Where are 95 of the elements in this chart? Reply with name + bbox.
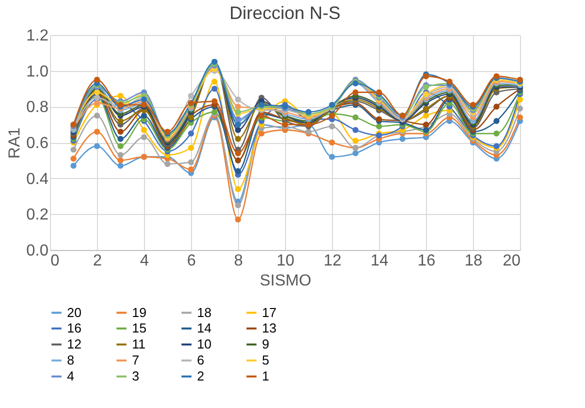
legend-label: 20 [67, 304, 82, 320]
point [118, 152, 124, 158]
y-tick-label: 0.8 [26, 99, 49, 116]
legend-label: 11 [132, 336, 146, 352]
point [352, 114, 358, 120]
y-tick-label: 1.2 [26, 28, 49, 44]
point [235, 136, 241, 142]
point [329, 123, 335, 130]
point [70, 146, 76, 153]
x-tick-label: 16 [418, 252, 436, 270]
y-tick-label: 0.6 [26, 135, 49, 152]
point [352, 126, 358, 133]
legend-label: 16 [67, 320, 82, 336]
point [70, 156, 76, 162]
point [188, 130, 194, 137]
x-tick-label: 10 [276, 252, 294, 270]
point [235, 104, 241, 110]
legend-label: 4 [67, 368, 74, 384]
x-tick-label: 12 [324, 252, 342, 270]
legend-label: 2 [197, 368, 204, 384]
point [352, 138, 358, 144]
point [400, 136, 406, 142]
point [188, 166, 194, 172]
x-tick-label: 2 [93, 252, 102, 270]
legend-label: 1 [262, 368, 270, 384]
point [118, 162, 124, 169]
y-tick-label: 1.0 [26, 63, 49, 80]
legend-label: 15 [132, 320, 146, 336]
point [118, 92, 124, 99]
point [164, 161, 170, 167]
point [118, 118, 124, 124]
legend-label: 12 [67, 336, 82, 352]
legend-label: 8 [67, 352, 74, 368]
point [376, 123, 382, 130]
point [494, 130, 500, 137]
legend-label: 9 [262, 336, 270, 352]
point [494, 118, 500, 124]
point [118, 128, 124, 135]
point [235, 186, 241, 192]
legend-label: 10 [197, 336, 212, 352]
x-tick-label: 6 [187, 252, 196, 270]
point [494, 104, 500, 110]
point [118, 136, 124, 142]
point [188, 144, 194, 151]
legend-label: 6 [197, 352, 204, 368]
point [235, 96, 241, 102]
point [517, 96, 523, 102]
point [94, 112, 100, 119]
x-axis-title: SISMO [260, 272, 312, 290]
x-tick-label: 18 [464, 252, 482, 270]
point [352, 89, 358, 96]
y-tick-label: 0.0 [26, 242, 49, 260]
point [94, 76, 100, 83]
point [212, 98, 218, 104]
legend-label: 19 [132, 304, 146, 320]
point [235, 202, 241, 208]
point [94, 128, 100, 135]
x-tick-label: 8 [234, 252, 244, 270]
point [517, 105, 523, 112]
point [258, 130, 264, 137]
chart-title: Direccion N-S [229, 3, 341, 23]
point [517, 114, 523, 120]
y-tick-label: 0.4 [26, 170, 49, 188]
point [118, 157, 124, 164]
point [329, 140, 335, 146]
point [329, 154, 335, 160]
x-tick-label: 0 [50, 252, 60, 270]
x-tick-label: 14 [370, 252, 388, 270]
point [235, 216, 241, 223]
point [235, 126, 241, 133]
point [188, 92, 194, 99]
x-tick-label: 20 [502, 252, 521, 270]
legend-label: 5 [262, 352, 270, 368]
point [235, 168, 241, 174]
legend-label: 13 [262, 320, 276, 336]
point [141, 126, 147, 133]
legend-label: 7 [132, 352, 140, 368]
point [212, 78, 218, 85]
point [352, 150, 358, 156]
y-tick-label: 0.2 [26, 206, 49, 224]
y-axis-title: RA1 [6, 127, 24, 159]
point [235, 150, 241, 156]
legend-label: 14 [197, 320, 212, 336]
legend-label: 3 [132, 368, 140, 384]
legend-label: 18 [197, 304, 212, 320]
point [141, 112, 147, 119]
legend-label: 17 [262, 304, 276, 320]
point [70, 162, 76, 169]
x-tick-label: 4 [140, 252, 150, 270]
point [141, 134, 147, 140]
point [94, 143, 100, 150]
point [188, 159, 194, 166]
point [423, 112, 429, 119]
point [118, 143, 124, 150]
point [212, 86, 218, 92]
